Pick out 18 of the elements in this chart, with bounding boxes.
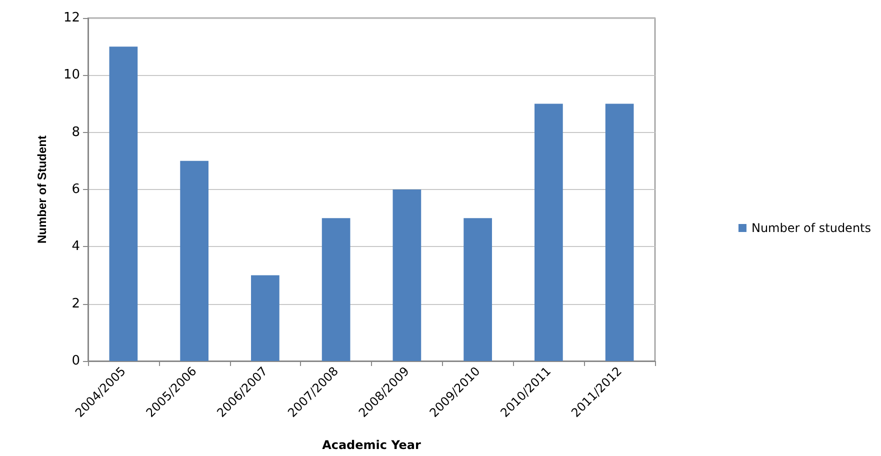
y-tick-label: 6 bbox=[72, 182, 80, 197]
y-tick-label: 2 bbox=[72, 296, 80, 312]
bar bbox=[322, 218, 350, 361]
bar bbox=[251, 275, 280, 361]
x-axis-title: Academic Year bbox=[322, 438, 422, 452]
bar bbox=[180, 160, 208, 361]
y-tick-label: 4 bbox=[72, 239, 80, 254]
bar bbox=[464, 218, 492, 361]
y-tick-label: 12 bbox=[63, 10, 80, 26]
bar bbox=[392, 190, 422, 361]
legend-label: Number of students bbox=[751, 221, 872, 235]
y-tick-label: 10 bbox=[63, 68, 80, 83]
bar bbox=[605, 104, 634, 361]
bar bbox=[534, 104, 563, 361]
y-tick-label: 8 bbox=[72, 124, 80, 140]
y-tick-label: 0 bbox=[72, 354, 80, 368]
bar bbox=[109, 46, 138, 361]
y-axis-title: Number of Student bbox=[35, 136, 49, 244]
